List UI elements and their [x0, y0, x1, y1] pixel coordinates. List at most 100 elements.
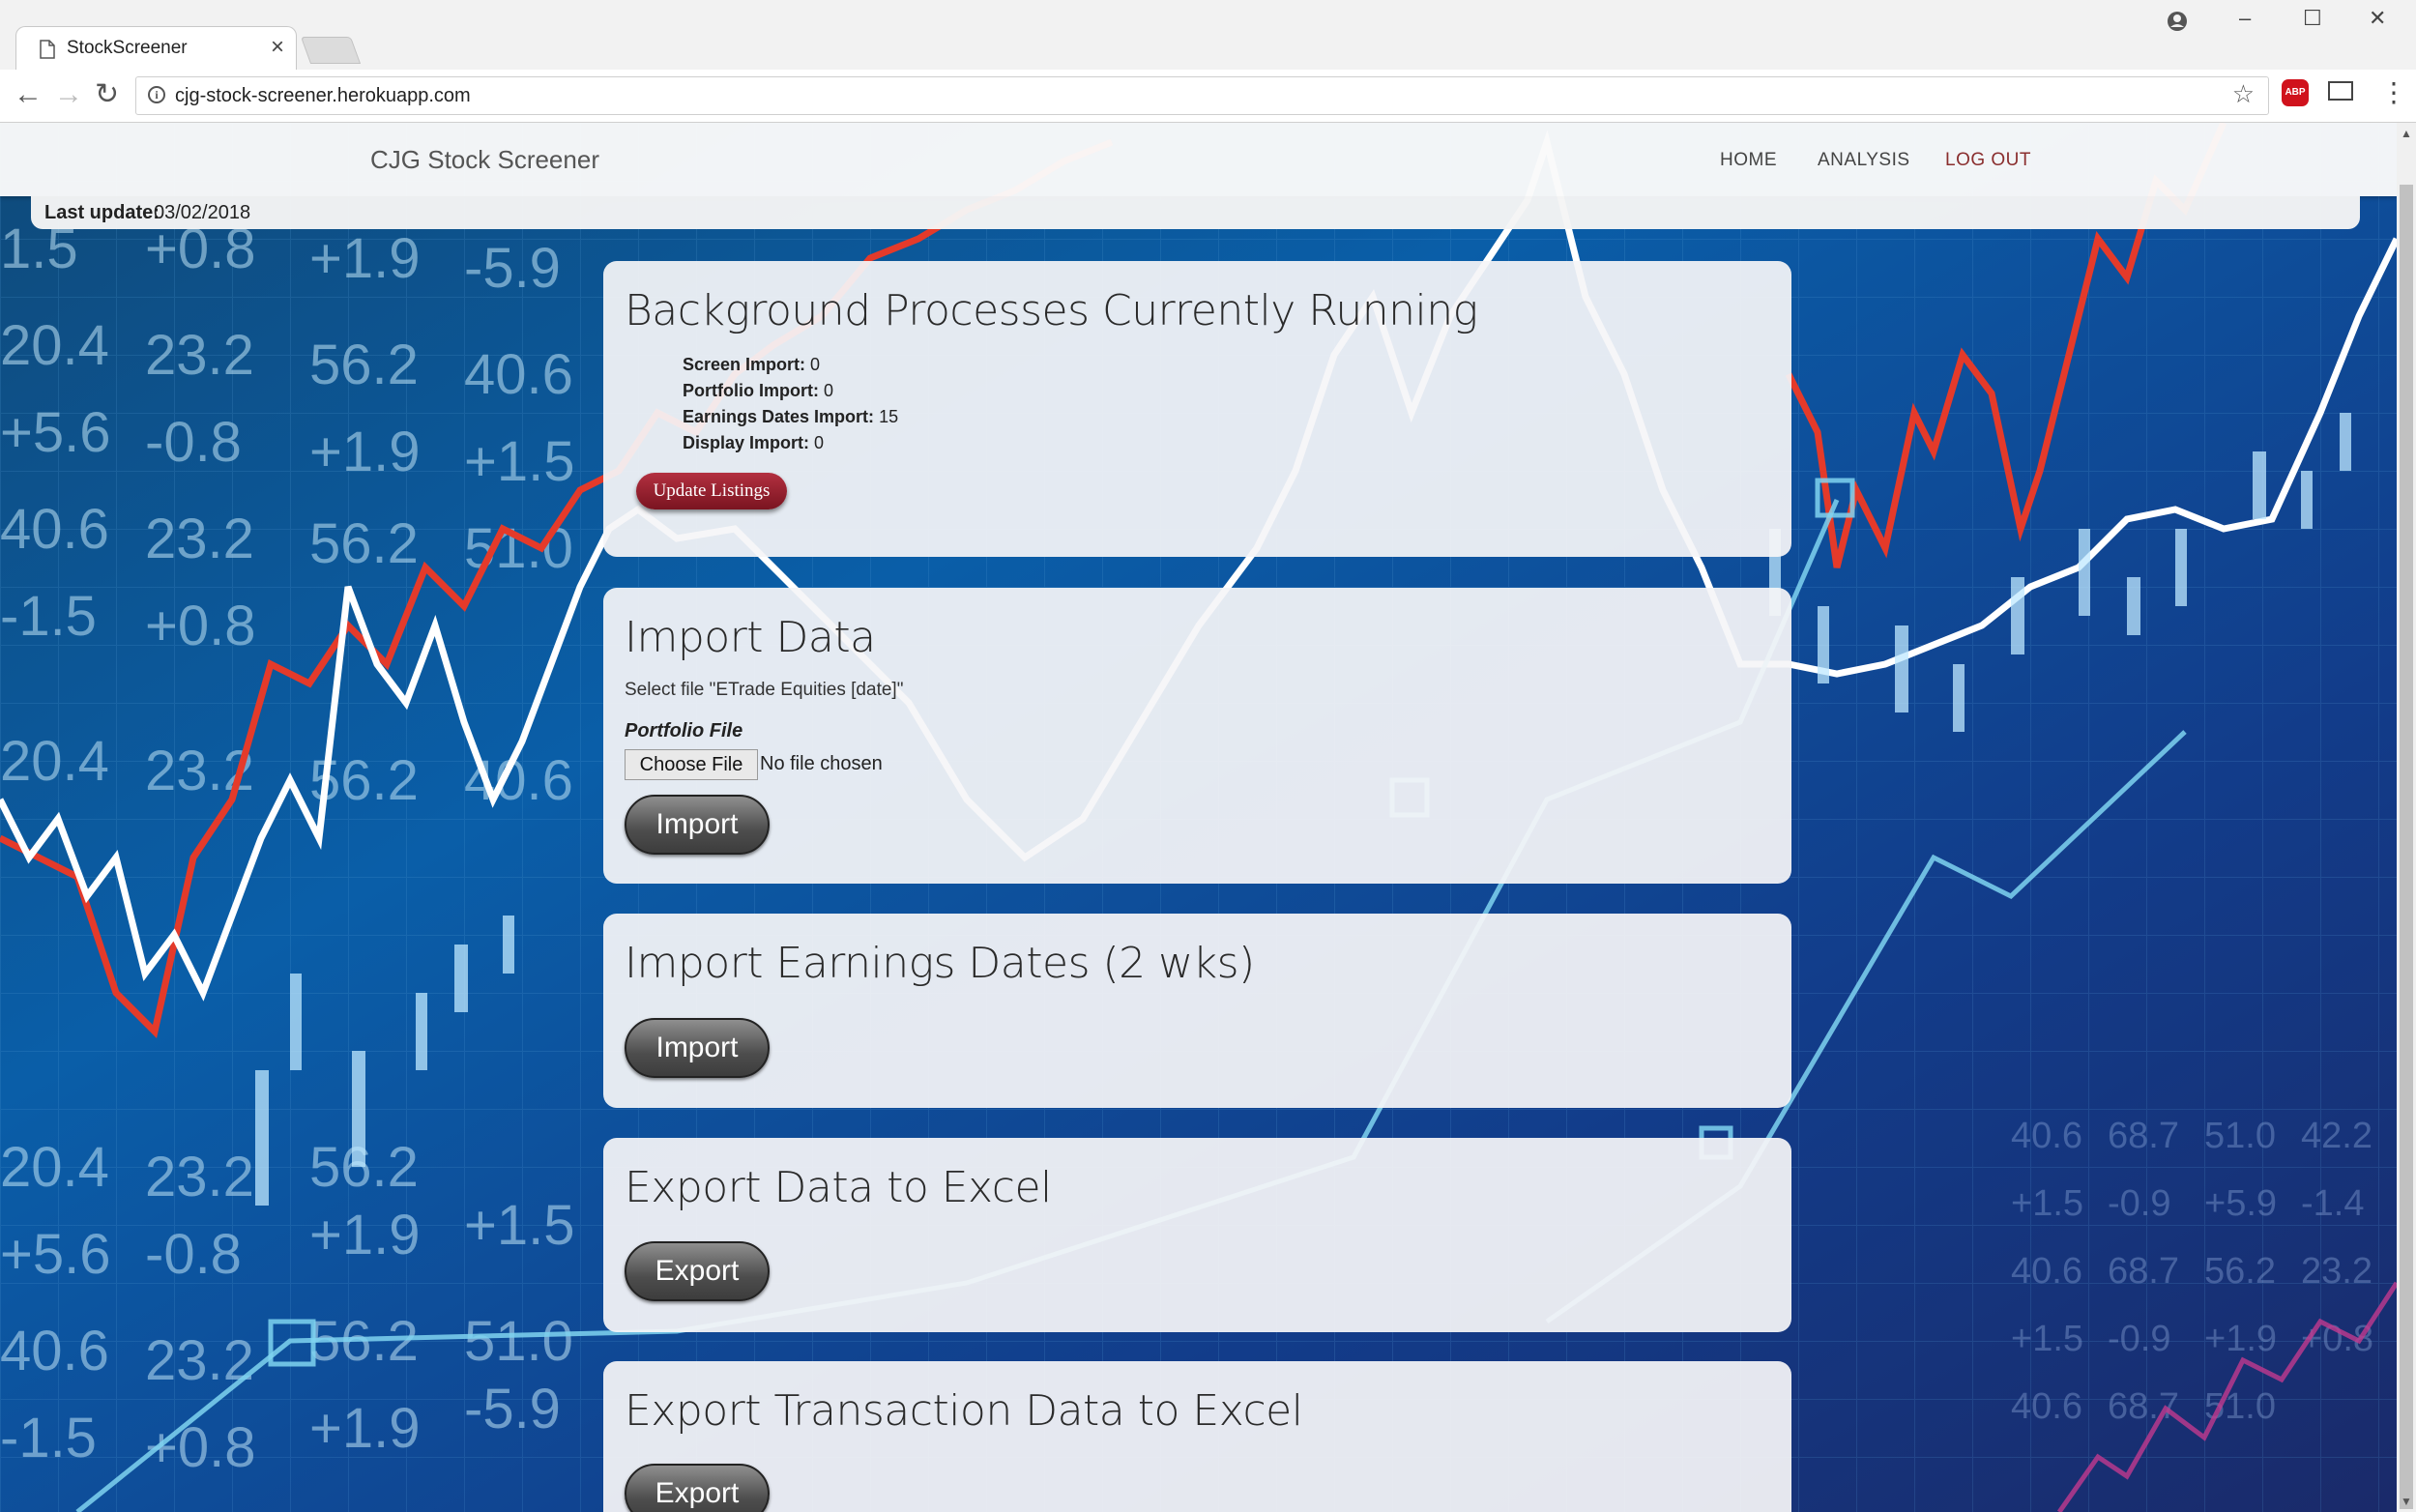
- scroll-up-icon[interactable]: ▲: [2401, 127, 2412, 140]
- svg-text:20.4: 20.4: [0, 730, 109, 793]
- svg-text:23.2: 23.2: [145, 1146, 254, 1208]
- card-title: Import Data: [625, 613, 876, 662]
- reload-icon[interactable]: ↻: [95, 78, 120, 110]
- minimize-icon[interactable]: –: [2239, 6, 2252, 30]
- process-earnings-import: Earnings Dates Import: 15: [683, 407, 898, 427]
- svg-text:51.0: 51.0: [2204, 1386, 2276, 1427]
- process-label: Earnings Dates Import:: [683, 407, 875, 426]
- svg-text:-0.8: -0.8: [145, 411, 242, 474]
- svg-text:40.6: 40.6: [2011, 1251, 2082, 1292]
- process-screen-import: Screen Import: 0: [683, 355, 820, 375]
- process-value: 0: [824, 381, 834, 400]
- portfolio-file-label: Portfolio File: [625, 720, 743, 741]
- choose-file-button[interactable]: Choose File: [625, 749, 758, 780]
- import-earnings-button[interactable]: Import: [625, 1018, 770, 1078]
- svg-text:68.7: 68.7: [2108, 1386, 2179, 1427]
- svg-text:40.6: 40.6: [0, 498, 109, 561]
- svg-text:68.7: 68.7: [2108, 1251, 2179, 1292]
- svg-text:-1.5: -1.5: [0, 1407, 97, 1469]
- svg-text:+1.9: +1.9: [2204, 1319, 2277, 1359]
- card-title: Import Earnings Dates (2 wks): [625, 939, 1255, 988]
- svg-text:23.2: 23.2: [145, 324, 254, 387]
- svg-text:-1.4: -1.4: [2301, 1183, 2364, 1224]
- svg-text:-0.9: -0.9: [2108, 1319, 2170, 1359]
- svg-text:+1.9: +1.9: [309, 1397, 421, 1460]
- scrollbar-thumb[interactable]: [2400, 185, 2413, 1509]
- svg-text:40.6: 40.6: [464, 343, 573, 406]
- svg-text:-1.5: -1.5: [0, 585, 97, 648]
- svg-text:40.6: 40.6: [2011, 1116, 2082, 1156]
- browser-toolbar: ← → ↻ i cjg-stock-screener.herokuapp.com…: [0, 70, 2416, 123]
- bookmark-star-icon[interactable]: ☆: [2231, 79, 2255, 108]
- process-value: 0: [814, 433, 825, 452]
- document-icon: [40, 40, 55, 59]
- svg-text:56.2: 56.2: [2204, 1251, 2276, 1292]
- svg-text:51.0: 51.0: [464, 1310, 573, 1373]
- cast-icon[interactable]: [2328, 81, 2353, 101]
- svg-text:+5.9: +5.9: [2204, 1183, 2277, 1224]
- svg-text:56.2: 56.2: [309, 512, 419, 575]
- svg-text:-5.9: -5.9: [464, 237, 561, 300]
- adblock-icon[interactable]: ABP: [2282, 79, 2309, 106]
- process-display-import: Display Import: 0: [683, 433, 824, 453]
- import-portfolio-button[interactable]: Import: [625, 795, 770, 855]
- new-tab-button[interactable]: [300, 37, 362, 64]
- browser-tab-strip: StockScreener × – ☐ ✕: [0, 0, 2416, 71]
- svg-text:+0.8: +0.8: [145, 595, 256, 657]
- svg-text:23.2: 23.2: [145, 508, 254, 570]
- process-label: Screen Import:: [683, 355, 806, 374]
- nav-home[interactable]: HOME: [1720, 150, 1777, 170]
- url-text[interactable]: cjg-stock-screener.herokuapp.com: [175, 85, 471, 106]
- svg-text:40.6: 40.6: [464, 749, 573, 812]
- user-profile-icon[interactable]: [2166, 10, 2189, 33]
- card-title: Background Processes Currently Running: [625, 286, 1478, 335]
- svg-text:+1.5: +1.5: [464, 1194, 575, 1257]
- svg-text:+5.6: +5.6: [0, 401, 111, 464]
- import-data-card: Import Data Select file "ETrade Equities…: [603, 588, 1791, 884]
- info-icon[interactable]: i: [148, 86, 165, 103]
- process-value: 15: [879, 407, 899, 426]
- nav-logout[interactable]: LOG OUT: [1945, 150, 2032, 170]
- process-label: Portfolio Import:: [683, 381, 819, 400]
- address-bar[interactable]: i cjg-stock-screener.herokuapp.com ☆: [135, 76, 2269, 115]
- svg-text:+1.5: +1.5: [2011, 1183, 2083, 1224]
- file-hint: Select file "ETrade Equities [date]": [625, 680, 904, 700]
- browser-menu-icon[interactable]: ⋮: [2380, 77, 2407, 107]
- svg-text:+1.9: +1.9: [309, 421, 421, 483]
- file-status: No file chosen: [760, 753, 883, 774]
- svg-text:20.4: 20.4: [0, 1136, 109, 1199]
- close-window-icon[interactable]: ✕: [2369, 6, 2387, 30]
- svg-text:-5.9: -5.9: [464, 1378, 561, 1440]
- maximize-icon[interactable]: ☐: [2303, 6, 2322, 30]
- card-title: Export Data to Excel: [625, 1163, 1052, 1212]
- export-transaction-button[interactable]: Export: [625, 1464, 770, 1512]
- nav-analysis[interactable]: ANALYSIS: [1818, 150, 1910, 170]
- svg-text:40.6: 40.6: [0, 1320, 109, 1382]
- svg-text:+1.9: +1.9: [309, 1204, 421, 1266]
- app-navbar: CJG Stock Screener HOME ANALYSIS LOG OUT: [0, 123, 2397, 196]
- export-data-button[interactable]: Export: [625, 1241, 770, 1301]
- brand-title[interactable]: CJG Stock Screener: [370, 145, 599, 174]
- svg-text:+5.6: +5.6: [0, 1223, 111, 1286]
- page-scrollbar[interactable]: ▲ ▼: [2397, 123, 2416, 1512]
- card-title: Export Transaction Data to Excel: [625, 1386, 1303, 1436]
- import-earnings-card: Import Earnings Dates (2 wks) Import: [603, 914, 1791, 1108]
- browser-tab[interactable]: StockScreener ×: [15, 26, 297, 70]
- last-update-bar: Last update: 03/02/2018: [31, 196, 2360, 229]
- back-icon[interactable]: ←: [14, 78, 43, 110]
- update-listings-button[interactable]: Update Listings: [636, 473, 787, 509]
- forward-icon[interactable]: →: [54, 78, 83, 110]
- svg-text:+1.5: +1.5: [2011, 1319, 2083, 1359]
- last-update-label: Last update:: [44, 202, 160, 223]
- svg-text:+1.9: +1.9: [309, 227, 421, 290]
- tab-close-icon[interactable]: ×: [270, 34, 284, 60]
- svg-text:23.2: 23.2: [2301, 1251, 2372, 1292]
- background-processes-card: Background Processes Currently Running S…: [603, 261, 1791, 557]
- svg-text:+0.8: +0.8: [145, 1416, 256, 1479]
- svg-text:-0.9: -0.9: [2108, 1183, 2170, 1224]
- scroll-down-icon[interactable]: ▼: [2401, 1495, 2412, 1508]
- svg-text:40.6: 40.6: [2011, 1386, 2082, 1427]
- svg-text:20.4: 20.4: [0, 314, 109, 377]
- svg-text:+1.5: +1.5: [464, 430, 575, 493]
- svg-text:-0.8: -0.8: [145, 1223, 242, 1286]
